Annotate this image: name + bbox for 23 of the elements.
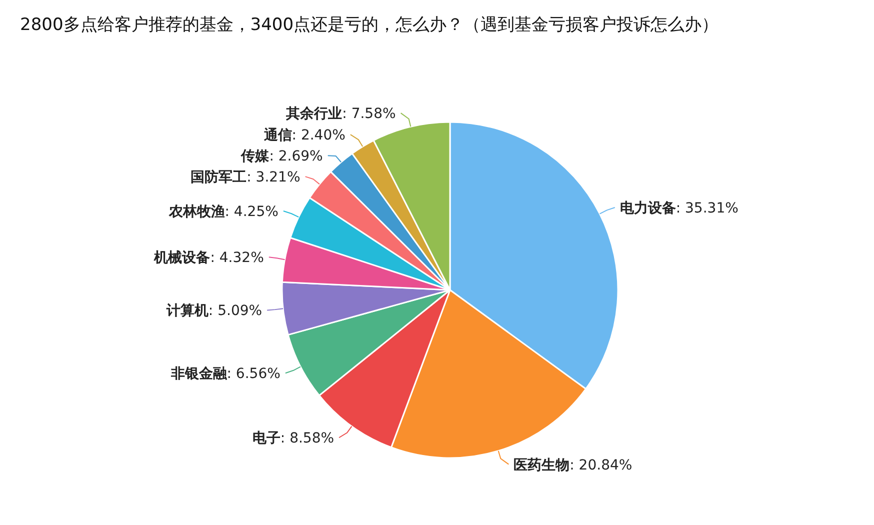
slice-label: 非银金融 (170, 366, 228, 382)
slice-label: 机械设备 (153, 250, 210, 266)
slice-label: 电子 (252, 430, 280, 447)
slice-label: 国防军工 (190, 168, 247, 186)
slice-label: 通信 (262, 126, 292, 144)
data-label: : 5.09% (208, 303, 262, 320)
data-label: : 4.25% (224, 204, 278, 220)
chart-title: 2800多点给客户推荐的基金，3400点还是亏的，怎么办？（遇到基金亏损客户投诉怎么办） (20, 15, 719, 35)
slice-label: 电力设备 (620, 200, 676, 216)
slice-label: 传媒 (240, 148, 270, 165)
data-label: : 35.31% (676, 200, 738, 216)
slice-label: 农林牧渔 (168, 204, 225, 220)
data-label: : 6.56% (226, 366, 280, 382)
slice-label: 医药生物 (514, 457, 570, 474)
slice-label: 其余行业 (285, 106, 342, 122)
slice-label: 计算机 (165, 303, 208, 320)
data-label: : 20.84% (570, 457, 632, 474)
data-label: : 2.69% (269, 148, 323, 165)
data-label: : 7.58% (342, 106, 396, 122)
data-label: : 2.40% (292, 128, 346, 144)
data-label: : 4.32% (210, 250, 264, 266)
data-label: : 3.21% (246, 170, 300, 186)
data-label: : 8.58% (280, 430, 334, 447)
